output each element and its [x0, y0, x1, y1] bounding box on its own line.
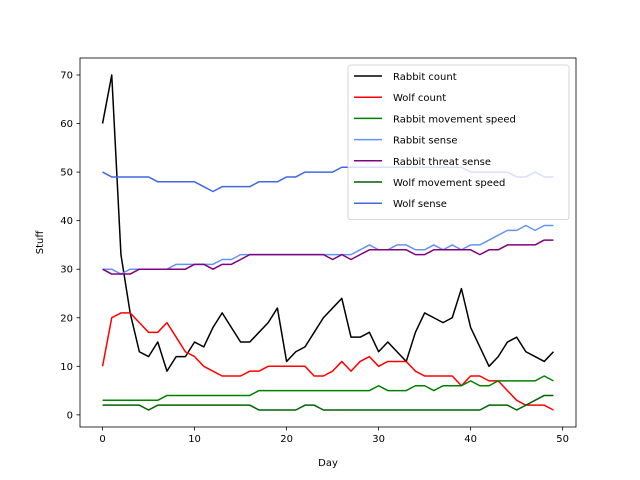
x-tick-label: 50 — [556, 434, 569, 445]
legend-label: Rabbit movement speed — [393, 114, 516, 125]
series-line-rabbit-sense — [102, 224, 554, 275]
series-line-rabbit-count — [101, 74, 554, 372]
legend-label: Wolf sense — [393, 199, 447, 210]
y-tick-label: 30 — [60, 265, 73, 276]
legend-label: Wolf count — [393, 93, 446, 104]
y-tick-label: 70 — [60, 70, 73, 81]
legend-label: Wolf movement speed — [393, 178, 505, 189]
plot-lines — [101, 74, 554, 411]
y-axis-ticks: 0 10 20 30 40 50 60 70 — [60, 70, 80, 421]
legend: Rabbit count Wolf count Rabbit movement sp… — [347, 64, 570, 220]
y-axis-label: Stuff — [35, 230, 46, 255]
x-tick-label: 30 — [372, 434, 385, 445]
x-tick-label: 0 — [99, 434, 105, 445]
y-tick-label: 0 — [67, 410, 73, 421]
series-line-rabbit-threat-sense — [102, 239, 554, 275]
x-tick-label: 20 — [280, 434, 293, 445]
y-tick-label: 20 — [60, 313, 73, 324]
axes-frame — [79, 57, 577, 428]
series-line-rabbit-movement-speed — [102, 375, 554, 402]
x-axis-label: Day — [318, 458, 338, 469]
legend-label: Rabbit sense — [393, 136, 458, 147]
series-line-wolf-count — [101, 312, 554, 411]
x-axis-ticks: 0 10 20 30 40 50 — [99, 427, 569, 445]
series-line-wolf-movement-speed — [102, 394, 554, 411]
legend-box — [347, 64, 570, 220]
x-tick-label: 40 — [464, 434, 477, 445]
y-tick-label: 50 — [60, 168, 73, 179]
y-tick-label: 10 — [60, 362, 73, 373]
legend-label: Rabbit count — [393, 72, 457, 83]
y-tick-label: 60 — [60, 119, 73, 130]
y-tick-label: 40 — [60, 216, 73, 227]
x-tick-label: 10 — [188, 434, 201, 445]
legend-label: Rabbit threat sense — [393, 157, 491, 168]
